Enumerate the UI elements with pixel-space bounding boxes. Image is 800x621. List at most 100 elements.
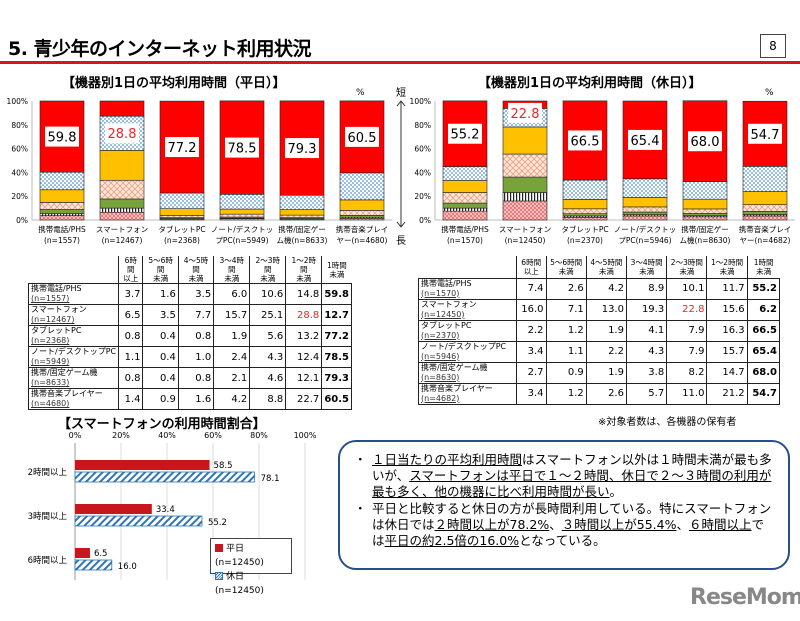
bar-segment: [742, 204, 788, 212]
table-cell: 25.1: [249, 304, 287, 326]
table-row: 携帯音楽プレイヤー (n=4682) 3.4 1.2 2.6 5.7 11.0 21.2 54.…: [418, 382, 781, 405]
y-tick-label: 20%: [11, 192, 28, 201]
table-cell: 3.7: [118, 283, 144, 305]
bar-segment: [562, 217, 608, 221]
table-row: スマートフォン (n=12467) 6.5 3.5 7.7 15.7 25.1 28.8 12.…: [27, 304, 352, 326]
category-label: (n=1557): [44, 236, 80, 245]
summary-bullet: １日当たりの平均利用時間はスマートフォン以外は１時間未満が最も多いが、スマートフ…: [354, 452, 776, 500]
holiday-chart-title: 【機器別1日の平均利用時間（休日）】: [478, 76, 702, 91]
bar-label-box: [628, 129, 662, 150]
table-cell: 10.6: [249, 283, 287, 305]
column-header: 3～4時間 未満: [213, 256, 250, 284]
table-cell: 14.8: [285, 283, 323, 305]
weekday-table: 6時間 以上 5～6時間 未満 4～5時間 未満 3～4時間 未満 2～3時間 未満 1～2時間 未満…: [27, 256, 352, 410]
y-tick-label: 0%: [419, 216, 431, 225]
table-cell: 66.5: [746, 319, 781, 342]
table-cell: 10.1: [666, 277, 708, 300]
table-cell: 8.9: [625, 277, 668, 300]
bar-label-box: [165, 137, 199, 158]
table-cell: 3.4: [515, 340, 547, 363]
table-cell: 65.4: [746, 340, 781, 363]
bar-segment: [99, 211, 145, 221]
table-cell: 54.7: [746, 382, 781, 405]
table-cell: 5.7: [625, 382, 668, 405]
table-cell: 2.6: [545, 277, 587, 300]
bar-segment: [99, 150, 145, 181]
y-tick-label: 60%: [11, 145, 28, 154]
category-label: 2時間以上: [28, 468, 68, 478]
table-cell: 15.6: [706, 298, 748, 321]
y-tick-label: 0%: [16, 216, 28, 225]
bar-segment: [682, 216, 728, 221]
table-cell: 0.4: [142, 346, 179, 368]
bar-segment: [339, 210, 385, 216]
table-row: ノート/デスクトップPC (n=5949) 1.1 0.4 1.0 2.4 4.3 12.4 7…: [27, 346, 352, 368]
bar-value-label: 33.4: [156, 505, 175, 515]
bar-segment: [742, 191, 788, 205]
table-cell: 1.2: [545, 382, 587, 405]
row-label: 携帯電話/PHS (n=1557): [27, 283, 120, 305]
table-header-row: 6時間 以上 5～6時間 未満 4～5時間 未満 3～4時間 未満 2～3時間 未満 1～2時間 未満…: [29, 256, 352, 284]
bar-segment: [502, 200, 548, 221]
table-cell: 5.6: [249, 325, 287, 347]
table-cell: 79.3: [321, 367, 352, 389]
table-cell: 12.1: [285, 367, 323, 389]
table-cell: 14.7: [706, 361, 748, 384]
bar-segment: [219, 193, 265, 210]
bar-segment: [442, 202, 488, 209]
bar-label-box: [748, 123, 782, 144]
bar-segment: [562, 213, 608, 217]
table-cell: 7.7: [177, 304, 215, 326]
bar-value-label: 65.4: [631, 134, 660, 149]
bar-value-label: 60.5: [348, 131, 377, 146]
column-header: 2～3時間 未満: [249, 256, 286, 284]
bar-segment: [39, 202, 85, 210]
table-cell: 4.2: [585, 277, 627, 300]
table-cell: 16.0: [515, 298, 547, 321]
table-cell: 7.4: [515, 277, 547, 300]
table-cell: 0.9: [142, 388, 179, 410]
x-tick-label: 100%: [294, 431, 317, 440]
row-label: 携帯/固定ゲーム機 (n=8630): [418, 361, 517, 384]
category-label: スマートフォン: [96, 225, 148, 234]
legend-swatch: [215, 544, 223, 552]
table-cell: 3.4: [515, 382, 547, 405]
table-cell: 1.9: [585, 319, 627, 342]
category-label: (n=2370): [567, 236, 603, 245]
weekday-chart-title: 【機器別1日の平均利用時間（平日）】: [62, 76, 286, 91]
y-tick-label: 40%: [414, 168, 431, 177]
table-cell: 22.7: [285, 388, 323, 410]
bar-segment: [279, 194, 325, 210]
table-row: タブレットPC (n=2370) 2.2 1.2 1.9 4.1 7.9 16.3 66.5: [418, 319, 781, 342]
category-label: ヤー(n=4682): [740, 236, 791, 245]
legend-item-weekday: 平日(n=12450): [215, 544, 264, 568]
table-cell: 1.9: [585, 361, 627, 384]
column-header: 1時間 未満: [321, 256, 352, 284]
category-label: 携帯電話/PHS: [38, 224, 86, 234]
table-cell: 4.6: [249, 367, 287, 389]
bar-value-label: 55.2: [451, 128, 480, 143]
y-tick-label: 60%: [414, 145, 431, 154]
bar-label-box: [285, 138, 319, 159]
category-label: 6時間以上: [28, 556, 68, 566]
weekday-bar: [75, 548, 90, 558]
table-cell: 15.7: [706, 340, 748, 363]
category-label: タブレットPC: [158, 224, 205, 234]
short-long-arrow: 短 長: [393, 84, 409, 247]
bar-segment: [682, 208, 728, 214]
table-cell: 2.2: [585, 340, 627, 363]
row-label: ノート/デスクトップPC (n=5949): [27, 346, 120, 368]
holiday-table: 6時間 以上 5～6時間 未満 4～5時間 未満 3～4時間 未満 2～3時間 未満 1～2時間 未満…: [418, 256, 781, 405]
table-cell: 28.8: [285, 304, 323, 326]
table-cell: 13.0: [585, 298, 627, 321]
table-cell: 0.8: [118, 367, 144, 389]
category-label: 携帯音楽プレイ: [739, 224, 792, 234]
bar-segment: [219, 208, 265, 215]
category-label: プPC(n=5946): [618, 236, 671, 245]
y-tick-label: 80%: [414, 121, 431, 130]
bar-segment: [562, 199, 608, 210]
row-label: タブレットPC (n=2370): [418, 319, 517, 342]
bar-value-label: 6.5: [94, 549, 108, 559]
y-tick-label: 100%: [410, 97, 431, 106]
bar-value-label: 68.0: [691, 135, 720, 150]
